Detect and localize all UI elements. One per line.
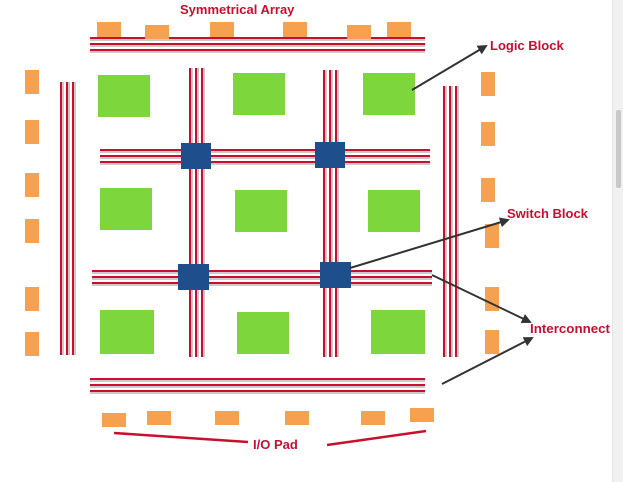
scrollbar-thumb[interactable]: [616, 110, 621, 188]
io-pad-bracket: [113, 429, 427, 447]
logic-block: [233, 73, 285, 115]
interconnect-label: Interconnect: [530, 321, 611, 336]
io-pad: [410, 408, 434, 422]
io-pad: [25, 173, 39, 197]
io-pad: [25, 332, 39, 356]
logic-block: [371, 310, 425, 354]
logic-block: [237, 312, 289, 354]
vertical-scrollbar[interactable]: [612, 0, 623, 482]
io-pad: [347, 25, 371, 39]
switch-block: [315, 142, 345, 168]
io-pad: [285, 411, 309, 425]
io-pad: [147, 411, 171, 425]
io-pad: [481, 178, 495, 202]
logic-block: [100, 188, 152, 230]
io-pad: [102, 413, 126, 427]
io-pad-label: I/O Pad: [253, 437, 298, 452]
io-pad: [25, 287, 39, 311]
logic-block: [100, 310, 154, 354]
arrow-interconnect-2: [441, 337, 534, 385]
logic-block: [98, 75, 150, 117]
switch-block: [181, 143, 211, 169]
logic-block: [235, 190, 287, 232]
io-pad: [387, 22, 411, 37]
logic-block: [368, 190, 420, 232]
switch-blocks: [178, 142, 351, 290]
io-pad: [283, 22, 307, 37]
io-pad: [145, 25, 169, 39]
switch-block: [320, 262, 351, 288]
io-pads: [25, 22, 499, 427]
logic-block-label: Logic Block: [490, 38, 564, 53]
callout-arrows: [349, 44, 534, 385]
io-pad: [25, 219, 39, 243]
io-pad: [485, 287, 499, 311]
io-pad: [481, 72, 495, 96]
io-pad: [485, 330, 499, 354]
logic-block: [363, 73, 415, 115]
arrow-switch-block: [349, 217, 510, 269]
io-pad: [481, 122, 495, 146]
io-pad: [215, 411, 239, 425]
title-label: Symmetrical Array: [180, 2, 295, 17]
io-pad: [485, 224, 499, 248]
logic-blocks: [98, 73, 425, 354]
io-pad: [210, 22, 234, 37]
interconnect-wires: [60, 37, 459, 394]
arrow-logic-block: [411, 44, 488, 91]
io-pad: [361, 411, 385, 425]
io-pad: [25, 120, 39, 144]
io-pad: [25, 70, 39, 94]
switch-block: [178, 264, 209, 290]
switch-block-label: Switch Block: [507, 206, 589, 221]
arrow-interconnect-1: [431, 274, 532, 324]
io-pad: [97, 22, 121, 37]
